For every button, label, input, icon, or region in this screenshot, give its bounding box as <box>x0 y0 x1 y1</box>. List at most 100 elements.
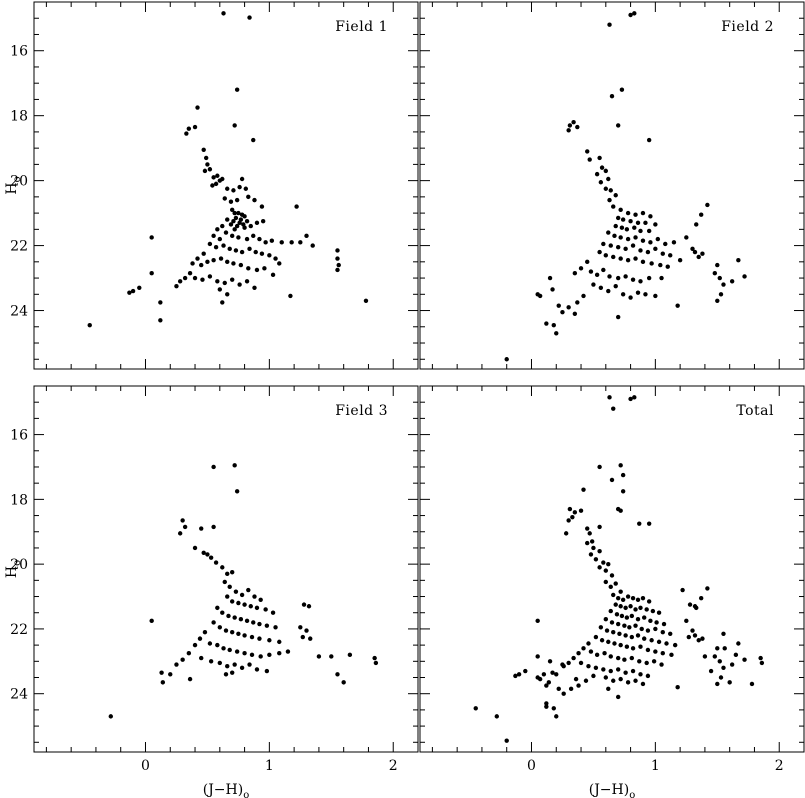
data-point <box>597 548 602 554</box>
data-point <box>277 261 282 266</box>
data-point <box>615 667 621 672</box>
data-point <box>609 573 615 578</box>
data-point <box>208 555 214 560</box>
x-axis-label-main: (J−H) <box>203 782 243 798</box>
data-point <box>615 275 621 281</box>
data-point <box>591 545 596 551</box>
data-point <box>215 173 220 178</box>
data-point <box>629 634 635 640</box>
data-point <box>279 240 284 245</box>
data-point <box>254 267 260 273</box>
data-point <box>264 623 270 628</box>
data-point <box>633 607 638 612</box>
data-point <box>607 274 612 279</box>
data-point <box>618 235 623 240</box>
data-point <box>758 655 763 661</box>
data-point <box>207 274 213 279</box>
panel-label: Field 1 <box>335 19 388 35</box>
data-point <box>625 680 631 685</box>
data-point <box>759 660 765 666</box>
data-point <box>603 168 609 174</box>
data-point <box>620 489 626 494</box>
data-point <box>589 539 595 544</box>
data-point <box>238 617 244 622</box>
data-point <box>221 11 226 16</box>
data-point <box>220 300 225 305</box>
x-tick-label: 1 <box>265 758 274 774</box>
data-point <box>277 651 282 656</box>
data-point <box>606 176 611 182</box>
data-point <box>635 290 641 295</box>
data-point <box>205 552 210 557</box>
data-point <box>229 629 235 635</box>
data-point <box>223 628 229 633</box>
data-point <box>668 631 673 636</box>
data-point <box>231 219 236 224</box>
data-point <box>702 654 708 659</box>
data-point <box>242 214 247 219</box>
data-point <box>611 204 616 209</box>
data-point <box>630 243 636 248</box>
data-point <box>613 602 618 607</box>
data-point <box>619 87 625 92</box>
data-point <box>705 586 710 591</box>
x-axis-label-sub: o <box>243 790 249 798</box>
data-point <box>567 123 573 128</box>
data-point <box>656 639 662 645</box>
data-point <box>722 646 727 651</box>
data-point <box>576 651 581 656</box>
data-point <box>646 275 652 281</box>
data-point <box>269 238 275 243</box>
data-point <box>227 584 232 590</box>
data-point <box>712 270 718 276</box>
data-point <box>257 236 262 242</box>
y-tick-label: 20 <box>10 557 28 573</box>
data-point <box>288 293 293 299</box>
data-point <box>633 235 638 240</box>
data-point <box>546 680 552 685</box>
data-point <box>566 518 571 523</box>
data-point <box>635 597 641 602</box>
data-point <box>158 300 163 305</box>
data-point <box>653 293 658 299</box>
data-point <box>301 602 307 607</box>
data-point <box>223 230 229 235</box>
data-point <box>601 241 606 247</box>
data-point <box>593 634 599 640</box>
data-point <box>192 275 198 281</box>
data-point <box>160 680 166 685</box>
data-point <box>174 662 179 667</box>
data-point <box>211 257 216 263</box>
data-point <box>599 165 605 170</box>
data-point <box>215 605 220 611</box>
data-point <box>612 233 617 239</box>
data-point <box>623 670 628 675</box>
data-point <box>644 660 649 666</box>
data-point <box>335 256 340 261</box>
y-axis-label: Ho <box>4 176 23 194</box>
data-point <box>623 633 628 638</box>
data-point <box>237 220 242 226</box>
data-point <box>643 292 648 297</box>
data-point <box>213 181 219 187</box>
data-point <box>628 604 633 609</box>
data-point <box>646 521 652 526</box>
data-point <box>236 235 241 240</box>
data-point <box>633 623 638 628</box>
data-point <box>473 706 478 711</box>
data-point <box>588 552 594 557</box>
panel-label: Total <box>736 403 774 419</box>
panel-frame <box>33 385 419 753</box>
data-point <box>201 147 206 152</box>
data-point <box>628 12 633 18</box>
data-point <box>599 638 605 643</box>
data-point <box>556 303 561 308</box>
data-point <box>267 638 272 643</box>
data-point <box>653 222 658 227</box>
data-point <box>207 241 213 247</box>
data-point <box>572 270 578 276</box>
data-point <box>593 557 599 562</box>
data-point <box>229 599 235 604</box>
data-point <box>638 279 643 284</box>
data-point <box>633 212 638 217</box>
